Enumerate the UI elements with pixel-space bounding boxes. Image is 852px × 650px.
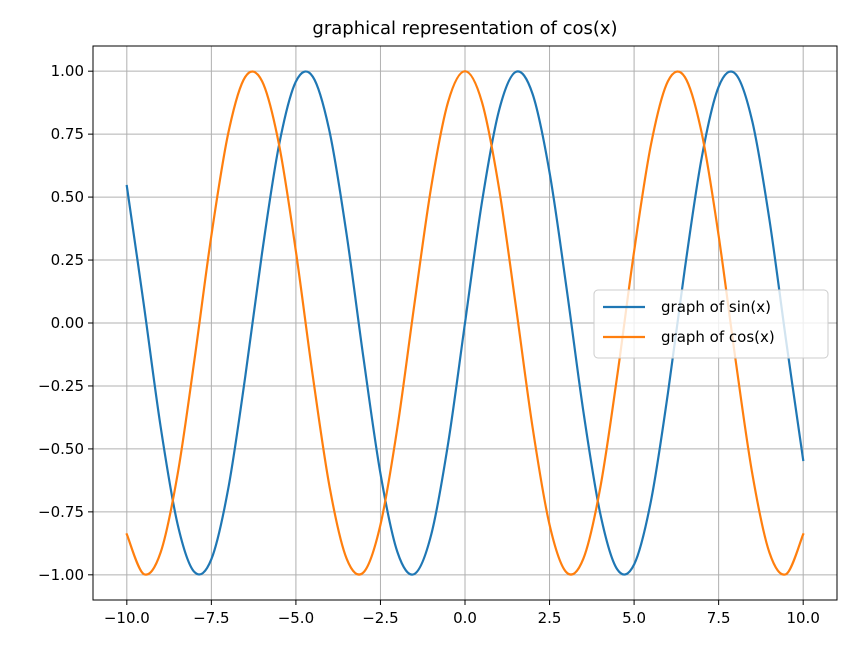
y-tick-label: 0.50 bbox=[51, 188, 84, 206]
y-tick-label: −0.50 bbox=[38, 440, 84, 458]
series-line-1 bbox=[125, 70, 805, 576]
y-tick-label: −0.25 bbox=[38, 377, 84, 395]
x-tick-label: −5.0 bbox=[278, 609, 314, 627]
legend-box bbox=[593, 289, 829, 359]
x-tick-label: 7.5 bbox=[707, 609, 731, 627]
y-tick-label: −0.75 bbox=[38, 503, 84, 521]
x-tick-label: −2.5 bbox=[362, 609, 398, 627]
y-tick-label: 1.00 bbox=[51, 62, 84, 80]
legend-label: graph of sin(x) bbox=[661, 298, 771, 316]
y-tick-label: 0.00 bbox=[51, 314, 84, 332]
y-tick-label: −1.00 bbox=[38, 566, 84, 584]
legend-label: graph of cos(x) bbox=[661, 328, 775, 346]
series-line-2 bbox=[125, 70, 805, 576]
series-layer bbox=[125, 70, 805, 576]
x-tick-label: 2.5 bbox=[538, 609, 562, 627]
tick-layer: −10.0 −7.5 −5.0 −2.5 0.0 2.5 5.0 7.5 10.0 −1.00 −0… bbox=[38, 62, 820, 627]
x-tick-label: −7.5 bbox=[193, 609, 229, 627]
x-tick-label: 0.0 bbox=[453, 609, 477, 627]
x-tick-label: 5.0 bbox=[622, 609, 646, 627]
y-tick-label: 0.75 bbox=[51, 125, 84, 143]
x-tick-label: −10.0 bbox=[104, 609, 150, 627]
legend: graph of sin(x) graph of cos(x) bbox=[593, 289, 829, 359]
chart-title: graphical representation of cos(x) bbox=[312, 18, 617, 39]
y-tick-label: 0.25 bbox=[51, 251, 84, 269]
x-tick-label: 10.0 bbox=[786, 609, 819, 627]
